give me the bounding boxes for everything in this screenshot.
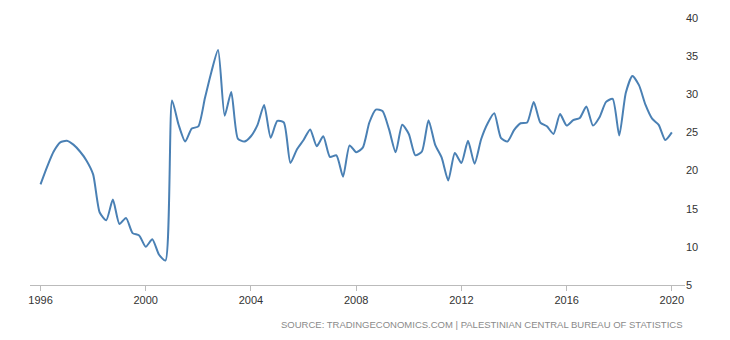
svg-text:2012: 2012	[449, 294, 473, 306]
svg-text:15: 15	[686, 203, 698, 215]
svg-text:SOURCE: TRADINGECONOMICS.COM |: SOURCE: TRADINGECONOMICS.COM | PALESTINI…	[281, 319, 683, 330]
svg-text:40: 40	[686, 12, 698, 24]
svg-text:25: 25	[686, 126, 698, 138]
svg-text:2004: 2004	[239, 294, 263, 306]
svg-text:2016: 2016	[554, 294, 578, 306]
svg-text:1996: 1996	[28, 294, 52, 306]
svg-text:20: 20	[686, 164, 698, 176]
svg-text:30: 30	[686, 88, 698, 100]
svg-text:2020: 2020	[660, 294, 684, 306]
svg-text:35: 35	[686, 50, 698, 62]
svg-text:2000: 2000	[133, 294, 157, 306]
svg-text:2008: 2008	[344, 294, 368, 306]
svg-text:5: 5	[686, 279, 692, 291]
svg-text:10: 10	[686, 241, 698, 253]
